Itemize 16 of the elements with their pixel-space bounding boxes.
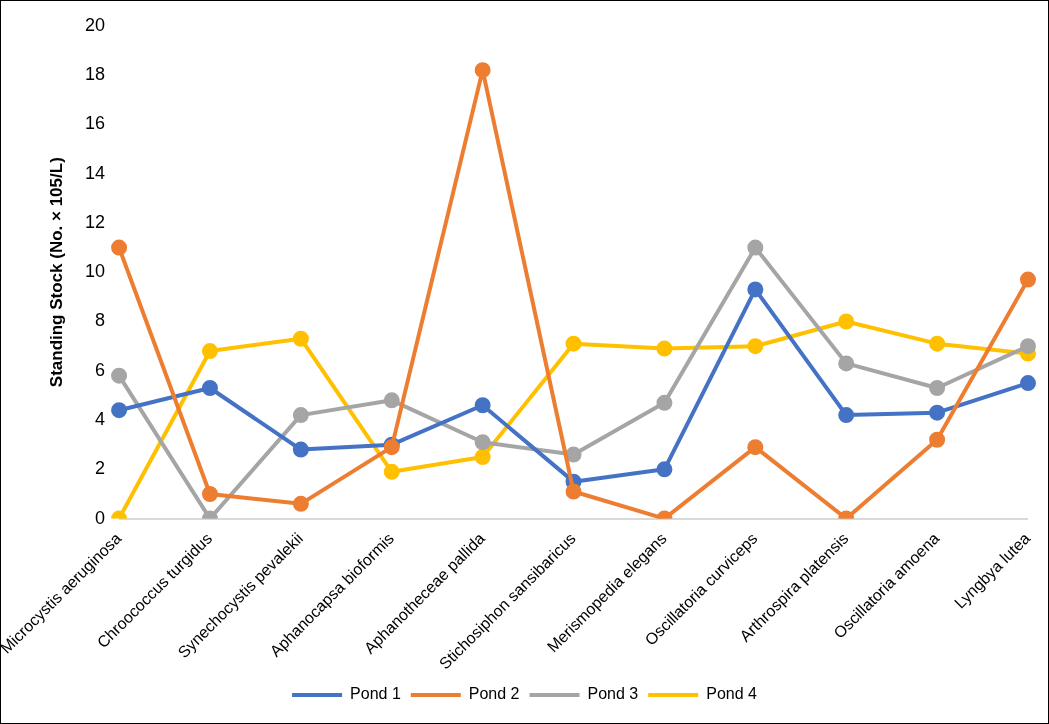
legend-label: Pond 2 [468,685,520,703]
y-tick-label: 12 [85,211,106,232]
y-tick-label: 18 [85,64,106,85]
y-tick-label: 20 [85,14,106,35]
y-tick-label: 0 [95,507,106,528]
y-tick-label: 16 [85,113,106,134]
legend-label: Pond 3 [587,685,639,703]
y-tick-label: 14 [85,162,106,183]
y-axis-title: Standing Stock (No. × 105/L) [46,157,66,388]
legend-label: Pond 1 [350,685,401,703]
y-tick-label: 6 [95,359,106,380]
y-tick-label: 8 [95,310,106,331]
legend-label: Pond 4 [706,685,758,703]
y-tick-label: 2 [95,458,106,479]
y-tick-label: 4 [95,409,106,430]
y-tick-label: 10 [85,261,106,282]
